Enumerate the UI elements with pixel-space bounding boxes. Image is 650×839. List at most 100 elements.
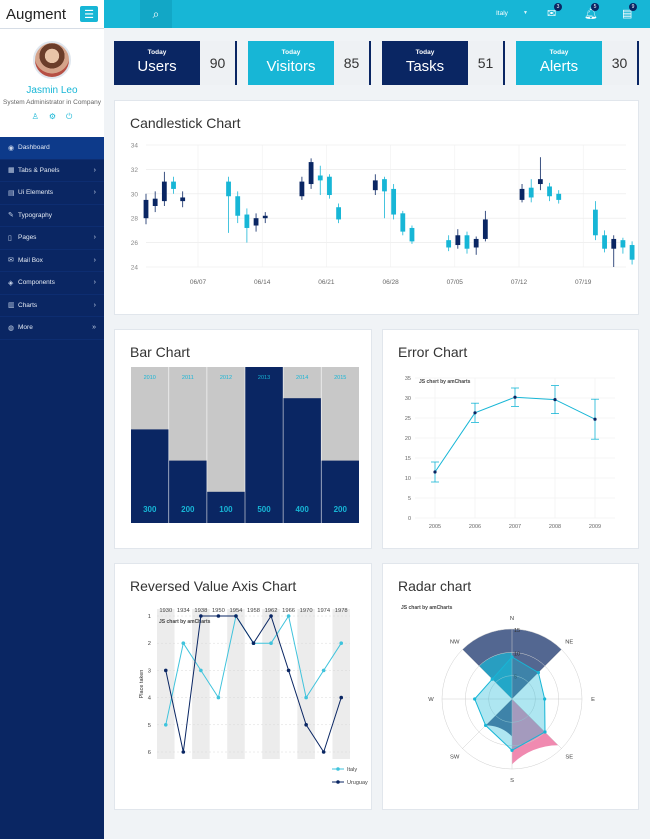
sidebar-item-dashboard[interactable]: ◉ Dashboard (0, 137, 104, 160)
reversed-value-chart[interactable]: 1930 1934 1938 1950 1954 1958 1962 1966 1970 1974… (115, 564, 371, 809)
stat-card-visitors[interactable]: Today Visitors 85 (248, 41, 371, 85)
x-tick-label: 1954 (230, 608, 244, 614)
data-point (339, 641, 344, 645)
direction-label: SW (450, 754, 460, 760)
y-tick-label: 25 (405, 416, 411, 422)
candle-body (336, 207, 341, 220)
data-label: 200 (334, 505, 348, 514)
sidebar-item-typography[interactable]: ✎ Typography (0, 205, 104, 227)
direction-label: NW (450, 640, 460, 646)
chevron-right-icon: › (93, 301, 96, 309)
data-label: 500 (257, 505, 271, 514)
bar-panel: Bar Chart 2010 300 2011 200 2012 100 2013 500 20… (114, 329, 372, 549)
brand-logo[interactable]: Augment (6, 5, 67, 23)
radar-axis (511, 649, 562, 700)
column-band (262, 609, 280, 759)
sidebar-item-components[interactable]: ◈ Components › (0, 272, 104, 295)
tasks-icon[interactable]: ▤ 9 (622, 3, 637, 20)
candle-body (400, 213, 406, 232)
x-tick-label: 06/14 (254, 279, 271, 286)
candlestick-chart[interactable]: 24 26 28 30 32 34 06/07 06/14 06/21 06/28 07/05 07/… (115, 101, 638, 314)
sidebar-item-label: Mail Box (18, 256, 43, 264)
stat-label: Users (137, 58, 177, 75)
data-label: 400 (295, 505, 309, 514)
candle-body (253, 218, 259, 226)
y-tick-label: 20 (405, 436, 411, 442)
candle-body (235, 196, 241, 216)
candle-body (556, 193, 562, 200)
data-point (286, 668, 291, 673)
radar-chart[interactable]: JS chart by amCharts N NE E SE S SW W NW 5 10 15 (383, 564, 638, 809)
radar-point (510, 655, 514, 659)
chevron-right-icon: › (93, 279, 96, 287)
user-name[interactable]: Jasmin Leo (26, 85, 78, 96)
sidebar-item-mail-box[interactable]: ✉ Mail Box › (0, 250, 104, 272)
radar-axis (462, 698, 513, 749)
radar-point (473, 697, 477, 701)
search-button[interactable]: ⌕ (140, 0, 172, 28)
candle-body (391, 188, 397, 215)
candle-body (382, 179, 387, 192)
bell-icon[interactable]: 🔔︎ 5 (584, 3, 599, 20)
x-tick-label: 1958 (247, 608, 260, 614)
chevron-down-icon[interactable]: ▼ (523, 10, 528, 16)
panel-title: Bar Chart (130, 344, 190, 360)
sidebar: Augment ☰ Jasmin Leo System Administrato… (0, 0, 104, 839)
menu-toggle-button[interactable]: ☰ (80, 6, 98, 22)
legend-marker (336, 767, 340, 771)
mail-icon[interactable]: ✉ 3 (547, 3, 562, 20)
candle-body (327, 176, 332, 196)
sidebar-item-label: Pages (18, 234, 37, 242)
user-icon[interactable]: ♙ (31, 112, 39, 121)
radar-sector (485, 699, 512, 737)
brand-bar: Augment ☰ (0, 0, 104, 29)
direction-label: E (591, 697, 595, 703)
candle-body (602, 235, 607, 249)
stat-label: Alerts (539, 58, 579, 75)
watermark: JS chart by amCharts (159, 619, 211, 625)
chevron-right-icon: › (93, 234, 96, 242)
candle-body (244, 214, 250, 228)
data-point (269, 614, 273, 618)
sidebar-item-charts[interactable]: ▥ Charts › (0, 295, 104, 317)
avatar[interactable] (33, 41, 71, 79)
watermark: JS chart by amCharts (419, 379, 471, 385)
sidebar-item-ui-elements[interactable]: ▤ Ui Elements › (0, 182, 104, 205)
data-label: 100 (219, 505, 233, 514)
dashboard-icon: ◉ (8, 144, 15, 152)
candle-body (620, 240, 626, 248)
candlestick-panel: Candlestick Chart 24 26 28 30 32 34 06/07 06/14… (114, 100, 639, 315)
chevron-right-icon: » (92, 324, 96, 332)
y-tick-label: 2 (148, 641, 151, 647)
candle-body (593, 209, 598, 236)
direction-label: NE (565, 640, 573, 646)
y-tick-label: 35 (405, 376, 411, 382)
direction-label: SE (565, 754, 573, 760)
panel-title: Error Chart (398, 344, 468, 360)
category-label: 2014 (296, 375, 308, 381)
x-tick-label: 2009 (589, 524, 601, 530)
y-tick-label: 30 (405, 396, 411, 402)
sidebar-item-tabs-panels[interactable]: ▦ Tabs & Panels › (0, 160, 104, 182)
chevron-right-icon: › (93, 256, 96, 264)
candle-body (519, 188, 525, 200)
stat-card-tasks[interactable]: Today Tasks 51 (382, 41, 505, 85)
error-chart[interactable]: JS chart by amCharts 0 5 10 15 20 25 30 35 2005 20… (383, 330, 638, 548)
sidebar-item-pages[interactable]: ▯ Pages › (0, 227, 104, 250)
stat-card-main: Today Users (114, 41, 200, 85)
candle-body (537, 179, 543, 185)
stat-card-users[interactable]: Today Users 90 (114, 41, 237, 85)
data-point (163, 723, 168, 727)
language-select[interactable]: Italy (496, 10, 508, 17)
sidebar-item-more[interactable]: ◍ More » (0, 317, 104, 340)
stat-card-alerts[interactable]: Today Alerts 30 (516, 41, 639, 85)
bar (207, 491, 245, 523)
data-point (433, 470, 437, 474)
gear-icon[interactable]: ⚙ (48, 112, 56, 121)
search-icon: ⌕ (152, 6, 160, 21)
data-point (339, 695, 344, 700)
bar-chart[interactable]: 2010 300 2011 200 2012 100 2013 500 2014 400 2015 2… (115, 330, 371, 548)
y-tick-label: 5 (408, 496, 411, 502)
category-label: 2011 (182, 375, 194, 381)
power-icon[interactable]: ⏻ (66, 112, 73, 121)
